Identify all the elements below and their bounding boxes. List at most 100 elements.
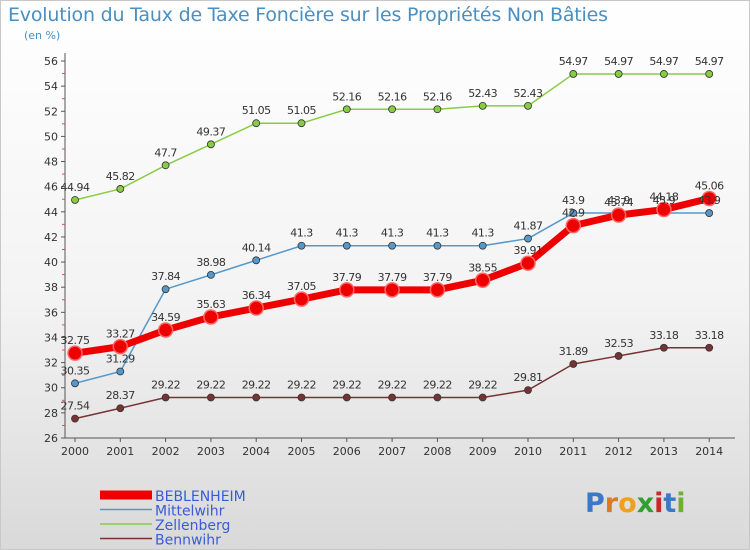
data-label-bennwihr: 29.22: [196, 379, 225, 392]
data-label-beblenheim: 37.79: [423, 271, 452, 284]
data-point-beblenheim: [610, 207, 627, 223]
data-label-beblenheim: 44.18: [649, 191, 678, 204]
y-tick-label: 28: [44, 407, 58, 420]
data-label-bennwihr: 29.81: [514, 371, 543, 384]
x-tick-label: 2013: [650, 445, 678, 458]
data-label-mittelwihr: 38.98: [196, 256, 225, 269]
data-label-mittelwihr: 43.9: [653, 194, 676, 207]
y-tick-label: 52: [44, 105, 58, 118]
y-tick-label: 40: [44, 256, 58, 269]
y-tick-label: 42: [44, 231, 58, 244]
data-label-zellenberg: 54.97: [604, 55, 633, 68]
data-label-mittelwihr: 41.3: [381, 227, 404, 240]
y-tick-label: 38: [44, 281, 58, 294]
data-point-bennwihr: [297, 393, 306, 402]
data-point-beblenheim: [384, 282, 400, 298]
data-label-beblenheim: 33.27: [106, 328, 135, 341]
data-label-zellenberg: 52.16: [423, 90, 452, 103]
data-point-bennwihr: [705, 343, 714, 352]
x-tick-label: 2000: [61, 445, 89, 458]
data-label-bennwihr: 33.18: [695, 329, 724, 342]
data-label-bennwihr: 29.22: [468, 379, 497, 392]
x-tick-label: 2001: [106, 445, 134, 458]
data-point-zellenberg: [342, 105, 351, 114]
data-point-beblenheim: [429, 282, 446, 298]
data-label-bennwihr: 29.22: [332, 379, 361, 392]
proxiti-logo: Proxiti: [585, 488, 686, 519]
data-label-bennwihr: 27.54: [61, 400, 90, 413]
data-point-mittelwihr: [297, 241, 306, 250]
y-tick-label: 30: [44, 382, 58, 395]
x-tick-label: 2012: [605, 445, 633, 458]
data-point-mittelwihr: [705, 209, 714, 217]
data-label-bennwihr: 31.89: [559, 345, 588, 358]
data-label-mittelwihr: 31.29: [106, 353, 135, 366]
data-point-beblenheim: [112, 338, 129, 355]
y-tick-label: 34: [44, 331, 58, 344]
x-tick-label: 2009: [469, 445, 497, 458]
data-point-bennwihr: [116, 404, 125, 413]
y-tick-label: 44: [44, 206, 58, 219]
data-point-mittelwihr: [71, 379, 79, 388]
data-label-beblenheim: 37.79: [378, 271, 407, 284]
y-tick-label: 56: [44, 55, 58, 68]
data-label-mittelwihr: 43.9: [562, 194, 585, 207]
data-point-zellenberg: [388, 105, 397, 114]
data-label-mittelwihr: 30.35: [61, 364, 90, 377]
data-label-mittelwihr: 41.87: [514, 220, 543, 233]
data-point-mittelwihr: [252, 256, 261, 265]
data-point-mittelwihr: [524, 234, 532, 243]
data-label-zellenberg: 52.43: [514, 87, 543, 100]
y-tick-label: 26: [44, 432, 58, 445]
data-label-beblenheim: 38.55: [468, 261, 497, 274]
data-point-bennwihr: [569, 360, 578, 368]
y-tick-label: 48: [44, 156, 58, 169]
data-point-bennwihr: [660, 343, 668, 352]
data-point-beblenheim: [565, 217, 582, 234]
data-label-beblenheim: 36.34: [242, 289, 271, 302]
data-point-mittelwihr: [569, 209, 578, 217]
data-label-zellenberg: 49.37: [196, 125, 225, 138]
data-point-zellenberg: [433, 105, 442, 114]
data-point-mittelwihr: [342, 241, 351, 250]
data-label-zellenberg: 44.94: [61, 181, 90, 194]
data-label-mittelwihr: 41.3: [471, 227, 494, 240]
data-label-zellenberg: 54.97: [695, 55, 724, 68]
data-label-bennwihr: 32.53: [604, 337, 633, 350]
x-tick-label: 2010: [514, 445, 542, 458]
data-label-beblenheim: 37.79: [332, 271, 361, 284]
data-label-zellenberg: 52.43: [468, 87, 497, 100]
data-label-beblenheim: 35.63: [196, 298, 225, 311]
data-label-bennwihr: 29.22: [378, 379, 407, 392]
data-point-zellenberg: [524, 101, 532, 110]
data-point-zellenberg: [569, 70, 578, 78]
data-label-zellenberg: 47.7: [154, 146, 177, 159]
data-point-mittelwihr: [116, 367, 125, 376]
y-tick-label: 32: [44, 357, 58, 370]
data-point-mittelwihr: [478, 241, 487, 250]
data-point-bennwihr: [252, 393, 261, 402]
data-label-mittelwihr: 37.84: [151, 270, 180, 283]
data-point-bennwihr: [206, 393, 215, 402]
data-point-bennwihr: [71, 414, 79, 423]
data-label-bennwihr: 29.22: [423, 379, 452, 392]
data-label-mittelwihr: 41.3: [290, 227, 313, 240]
data-label-beblenheim: 43.74: [604, 196, 633, 209]
data-point-zellenberg: [116, 185, 125, 193]
data-label-mittelwihr: 43.9: [698, 194, 721, 207]
data-point-bennwihr: [478, 393, 487, 402]
chart-subtitle: (en %): [24, 29, 61, 42]
legend-label-bennwihr: Bennwihr: [155, 533, 221, 549]
y-tick-label: 54: [44, 80, 58, 93]
data-point-zellenberg: [297, 119, 306, 128]
data-label-zellenberg: 54.97: [649, 55, 678, 68]
data-label-beblenheim: 45.06: [695, 179, 724, 192]
data-point-beblenheim: [157, 322, 174, 338]
legend-label-mittelwihr: Mittelwihr: [155, 504, 225, 520]
chart-title: Evolution du Taux de Taxe Foncière sur l…: [8, 4, 608, 26]
data-point-beblenheim: [339, 282, 355, 298]
data-point-bennwihr: [388, 393, 397, 402]
data-point-mittelwihr: [206, 270, 215, 279]
